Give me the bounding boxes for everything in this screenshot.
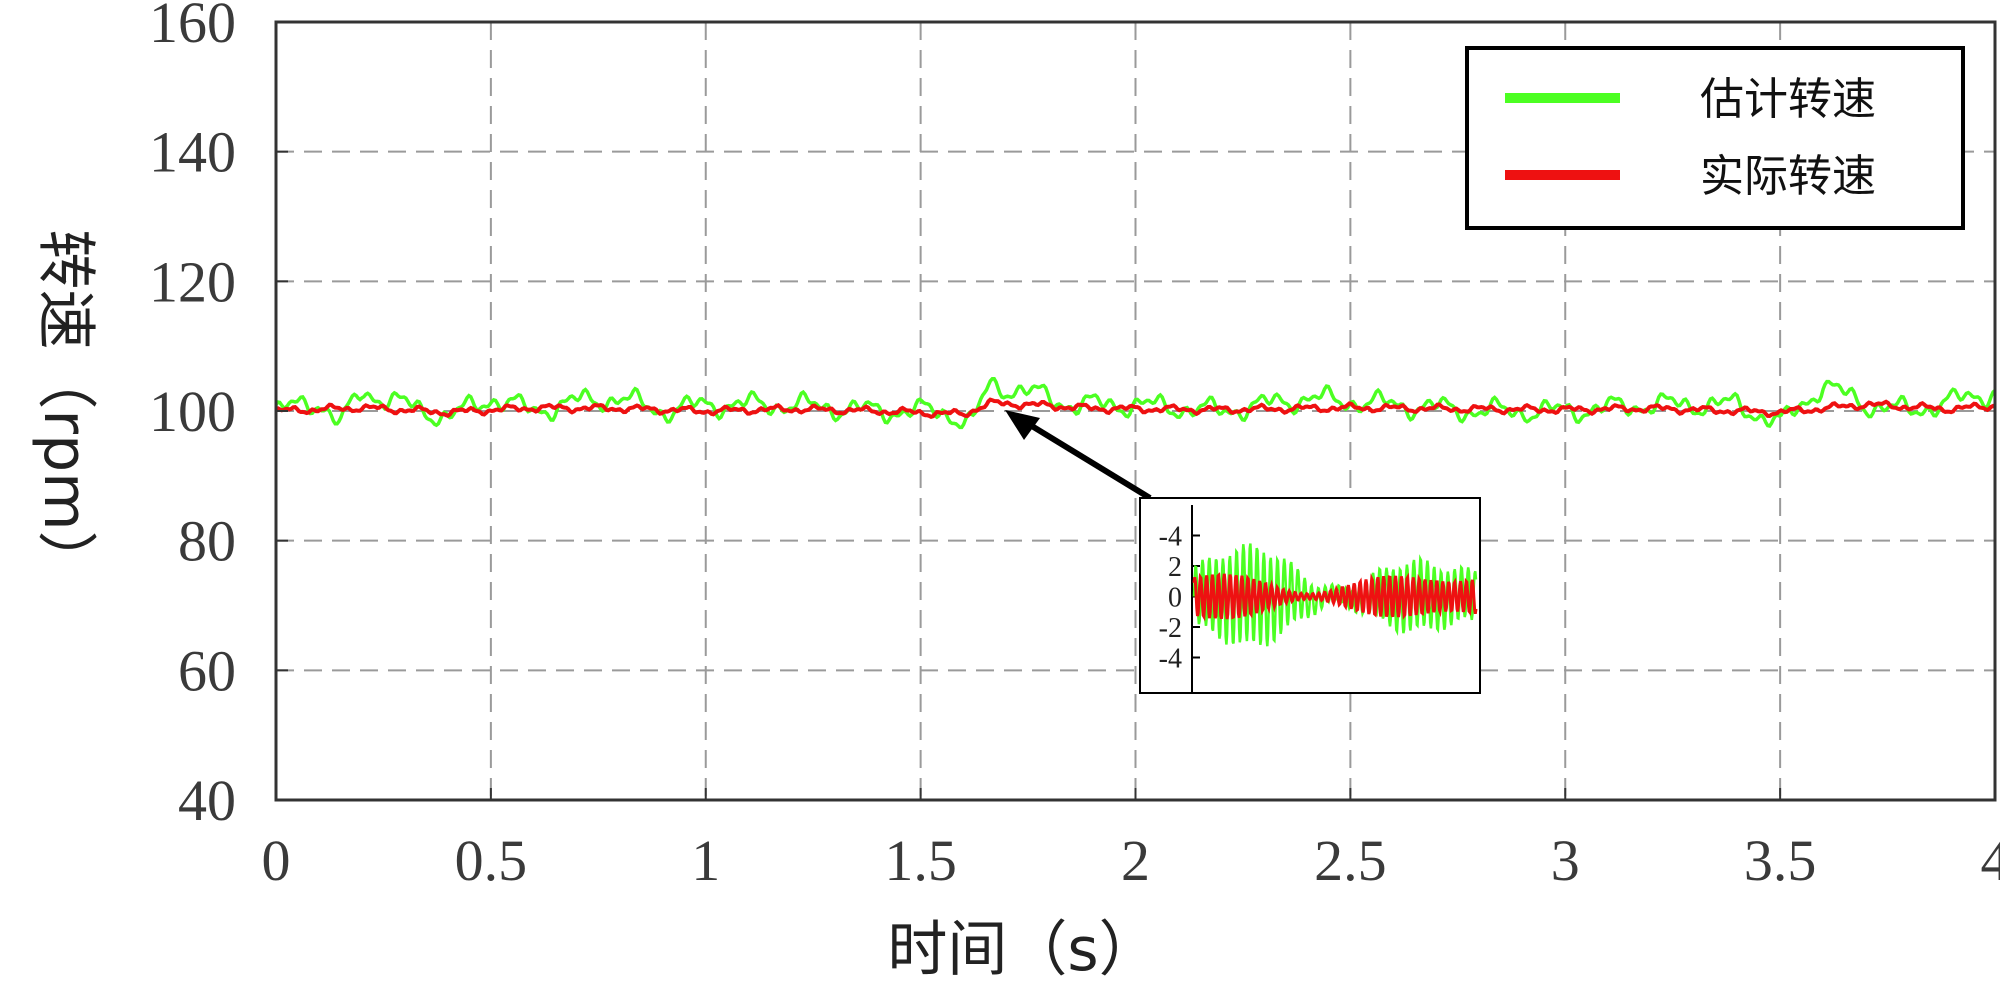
x-tick-label: 2 (1121, 828, 1150, 893)
x-tick-label: 0 (262, 828, 291, 893)
inset-tick-label: 2 (1168, 552, 1182, 583)
inset-tick-label: -2 (1159, 613, 1182, 644)
y-tick-label: 40 (178, 768, 236, 833)
tick-labels: 0 0.5 1 1.5 2 2.5 3 3.5 4 40 60 80 100 120 140 160 (149, 0, 2000, 893)
y-axis-title: 转速（rpm） (30, 229, 100, 590)
legend-label-estimated: 估计转速 (1700, 74, 1876, 125)
y-tick-label: 60 (178, 638, 236, 703)
x-tick-label: 2.5 (1314, 828, 1387, 893)
inset-series-layer (1192, 543, 1478, 647)
series-line-actual (275, 397, 1996, 419)
annotation-arrow (1005, 410, 1152, 501)
x-tick-label: 3.5 (1744, 828, 1817, 893)
series-layer (274, 377, 1997, 430)
y-tick-label: 140 (149, 120, 236, 185)
y-tick-label: 160 (149, 0, 236, 55)
legend-box (1465, 46, 1965, 230)
x-tick-label: 1 (691, 828, 720, 893)
x-tick-label: 4 (1981, 828, 2000, 893)
inset-tick-label: 0 (1168, 583, 1182, 614)
y-tick-label: 100 (149, 379, 236, 444)
y-axis-title-group: 转速（rpm） (30, 229, 100, 590)
legend: 估计转速 实际转速 (1465, 46, 1965, 230)
x-tick-label: 3 (1551, 828, 1580, 893)
inset-tick-labels: -420-2-4 (1159, 522, 1200, 675)
inset-tick-label: -4 (1159, 644, 1182, 675)
x-tick-label: 0.5 (455, 828, 528, 893)
y-tick-label: 80 (178, 509, 236, 574)
legend-label-actual: 实际转速 (1700, 151, 1876, 202)
x-axis-title: 时间（s） (887, 915, 1158, 985)
x-tick-label: 1.5 (884, 828, 957, 893)
y-tick-label: 120 (149, 249, 236, 314)
series-line-estimated (274, 377, 1997, 430)
inset-zoom: -420-2-4 (1139, 497, 1481, 694)
inset-tick-label: -4 (1159, 522, 1182, 553)
inset-series-actual (1192, 572, 1478, 622)
